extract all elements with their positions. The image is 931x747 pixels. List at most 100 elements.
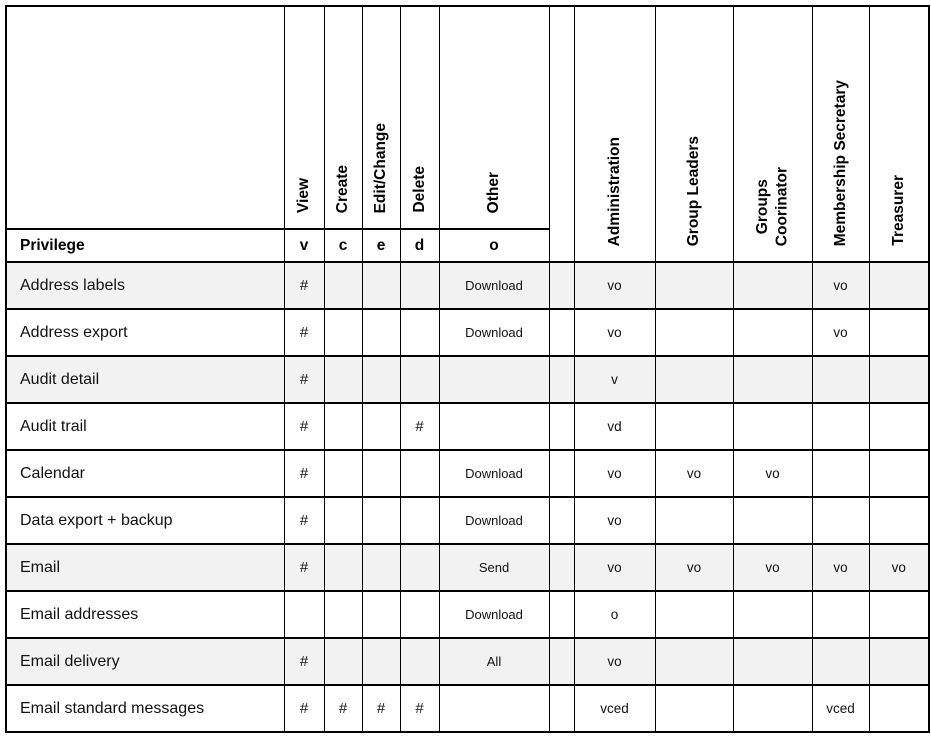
- create-cell: [323, 590, 363, 639]
- edit-change-cell: [361, 637, 401, 686]
- administration-cell: vo: [573, 449, 656, 498]
- spacer-cell: [548, 355, 575, 404]
- treasurer-cell: [868, 261, 930, 310]
- privilege-cell: Calendar: [5, 449, 285, 498]
- create-cell: [323, 543, 363, 592]
- code-header-e: e: [361, 228, 401, 263]
- group-leaders-cell: [654, 684, 734, 733]
- code-header-c: c: [323, 228, 363, 263]
- other-cell: [438, 402, 550, 451]
- column-header-treasurer-label: Treasurer: [890, 175, 908, 246]
- group-leaders-cell: vo: [654, 449, 734, 498]
- view-cell: #: [283, 355, 325, 404]
- membership-secretary-cell: [811, 637, 870, 686]
- administration-cell: vo: [573, 308, 656, 357]
- column-header-groups-coorinator: Groups Coorinator: [732, 5, 813, 263]
- other-cell: Download: [438, 449, 550, 498]
- treasurer-cell: [868, 308, 930, 357]
- delete-cell: [399, 261, 440, 310]
- header-row-actions: View Create Edit/Change Delete Other Adm…: [5, 5, 930, 263]
- column-header-create: Create: [323, 5, 363, 230]
- delete-cell: [399, 496, 440, 545]
- membership-secretary-cell: [811, 590, 870, 639]
- edit-change-cell: [361, 355, 401, 404]
- column-header-treasurer: Treasurer: [868, 5, 930, 263]
- privilege-cell: Address export: [5, 308, 285, 357]
- spacer-cell: [548, 496, 575, 545]
- create-cell: [323, 402, 363, 451]
- groups-coorinator-cell: [732, 308, 813, 357]
- table-row: Address export # Download vo vo: [5, 308, 930, 357]
- delete-cell: [399, 449, 440, 498]
- create-cell: [323, 637, 363, 686]
- privileges-table: View Create Edit/Change Delete Other Adm…: [5, 5, 930, 733]
- column-header-view: View: [283, 5, 325, 230]
- delete-cell: [399, 543, 440, 592]
- group-leaders-cell: [654, 590, 734, 639]
- membership-secretary-cell: [811, 496, 870, 545]
- other-cell: Send: [438, 543, 550, 592]
- privilege-cell: Email addresses: [5, 590, 285, 639]
- groups-coorinator-cell: [732, 590, 813, 639]
- treasurer-cell: [868, 355, 930, 404]
- column-header-edit-change: Edit/Change: [361, 5, 401, 230]
- column-header-view-label: View: [295, 177, 313, 213]
- privilege-cell: Email: [5, 543, 285, 592]
- table-row: Email # Send vo vo vo vo vo: [5, 543, 930, 592]
- group-leaders-cell: [654, 355, 734, 404]
- code-header-o: o: [438, 228, 550, 263]
- privilege-column-header: Privilege: [5, 228, 285, 263]
- column-header-groups-coorinator-label: Groups Coorinator: [754, 166, 791, 246]
- administration-cell: vced: [573, 684, 656, 733]
- spacer-cell: [548, 684, 575, 733]
- administration-cell: vo: [573, 261, 656, 310]
- groups-coorinator-cell: [732, 402, 813, 451]
- table-row: Calendar # Download vo vo vo: [5, 449, 930, 498]
- table-row: Email standard messages # # # # vced vce…: [5, 684, 930, 733]
- edit-change-cell: [361, 308, 401, 357]
- edit-change-cell: [361, 543, 401, 592]
- groups-coorinator-cell: [732, 637, 813, 686]
- administration-cell: v: [573, 355, 656, 404]
- code-header-d: d: [399, 228, 440, 263]
- spacer-column-header: [548, 5, 575, 263]
- groups-coorinator-cell: vo: [732, 449, 813, 498]
- column-header-delete-label: Delete: [410, 166, 428, 213]
- membership-secretary-cell: vo: [811, 308, 870, 357]
- column-header-create-label: Create: [334, 164, 352, 213]
- spacer-cell: [548, 402, 575, 451]
- edit-change-cell: [361, 590, 401, 639]
- spacer-cell: [548, 637, 575, 686]
- privilege-cell: Data export + backup: [5, 496, 285, 545]
- create-cell: [323, 355, 363, 404]
- groups-coorinator-cell: vo: [732, 543, 813, 592]
- view-cell: #: [283, 402, 325, 451]
- other-cell: Download: [438, 308, 550, 357]
- edit-change-cell: [361, 496, 401, 545]
- privilege-cell: Email standard messages: [5, 684, 285, 733]
- group-leaders-cell: [654, 496, 734, 545]
- column-header-other-label: Other: [485, 171, 503, 213]
- edit-change-cell: [361, 402, 401, 451]
- delete-cell: [399, 637, 440, 686]
- administration-cell: o: [573, 590, 656, 639]
- groups-coorinator-cell: [732, 355, 813, 404]
- table-row: Data export + backup # Download vo: [5, 496, 930, 545]
- create-cell: [323, 308, 363, 357]
- view-cell: #: [283, 637, 325, 686]
- column-header-group-leaders-label: Group Leaders: [685, 135, 703, 246]
- spacer-cell: [548, 590, 575, 639]
- delete-cell: [399, 590, 440, 639]
- view-cell: #: [283, 449, 325, 498]
- corner-cell: [5, 5, 285, 230]
- membership-secretary-cell: vo: [811, 261, 870, 310]
- group-leaders-cell: [654, 308, 734, 357]
- code-header-v: v: [283, 228, 325, 263]
- view-cell: #: [283, 543, 325, 592]
- groups-coorinator-cell: [732, 496, 813, 545]
- privilege-cell: Email delivery: [5, 637, 285, 686]
- column-header-membership-secretary-label: Membership Secretary: [831, 79, 849, 246]
- treasurer-cell: [868, 637, 930, 686]
- view-cell: #: [283, 308, 325, 357]
- administration-cell: vo: [573, 496, 656, 545]
